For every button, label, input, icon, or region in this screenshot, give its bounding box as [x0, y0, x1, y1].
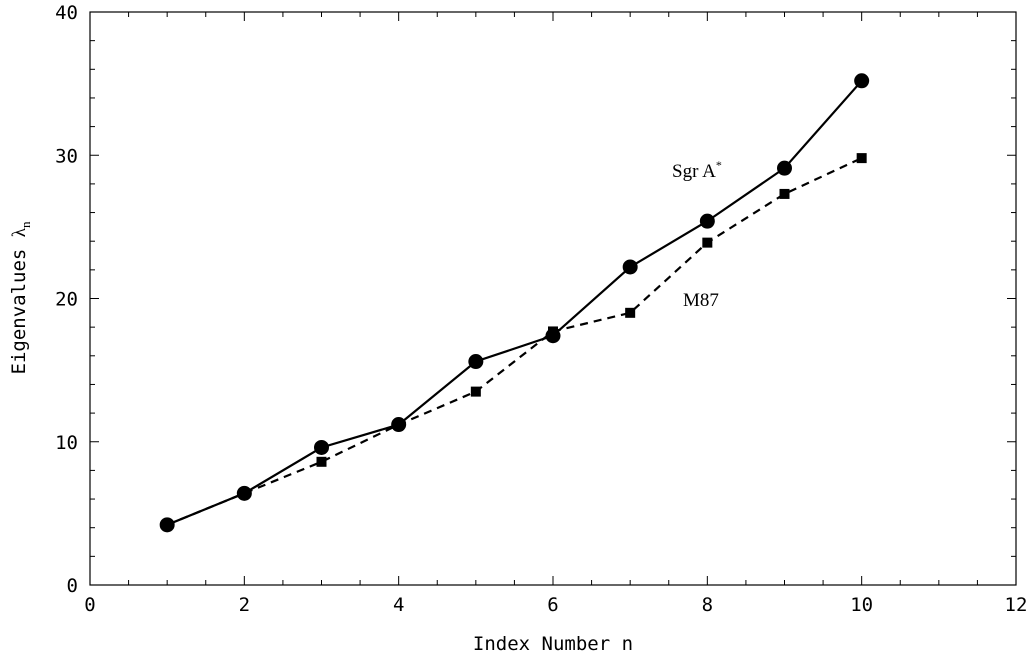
x-tick-label: 10 [850, 594, 873, 616]
x-axis-title: Index Number n [473, 633, 633, 655]
series-layer [159, 73, 870, 533]
x-tick-label: 2 [239, 594, 250, 616]
data-point-square [625, 307, 636, 318]
series-label-m87: M87 [683, 290, 719, 311]
data-point-circle [545, 328, 561, 344]
data-point-circle [391, 417, 407, 433]
y-axis-title-subscript: n [18, 221, 33, 228]
x-tick-label: 4 [393, 594, 404, 616]
data-point-square [856, 153, 867, 164]
data-point-square [470, 386, 481, 397]
x-tick-label: 0 [84, 594, 95, 616]
data-point-square [702, 237, 713, 248]
y-tick-label: 30 [55, 145, 78, 167]
data-point-circle [314, 439, 329, 455]
axis-tick-labels: 0 2 4 6 8 10 12 0 10 20 30 40 [55, 2, 1027, 616]
data-point-circle [699, 213, 715, 229]
series-label-sgr-name: Sgr A [672, 161, 716, 182]
axis-ticks [89, 11, 1017, 586]
data-point-circle [622, 259, 638, 275]
y-tick-label: 10 [55, 432, 78, 454]
data-point-circle [468, 354, 484, 370]
data-point-circle [236, 485, 252, 501]
series-line [166, 157, 863, 526]
y-axis-title: Eigenvalues λn [8, 221, 33, 375]
y-tick-label: 20 [55, 289, 78, 311]
x-tick-label: 6 [547, 594, 558, 616]
series-label-sgr-superscript: * [716, 158, 722, 172]
data-point-circle [854, 73, 870, 89]
y-axis-title-symbol: λ [9, 227, 30, 237]
x-tick-label: 12 [1005, 594, 1028, 616]
data-point-circle [777, 160, 792, 176]
y-axis-title-text: Eigenvalues [8, 237, 30, 374]
y-tick-label: 0 [67, 575, 78, 597]
data-point-square [779, 188, 790, 199]
series-sgr-a [159, 73, 870, 533]
series-m87 [162, 153, 867, 530]
data-point-square [316, 456, 327, 467]
series-label-sgr: Sgr A* [672, 158, 722, 182]
data-point-circle [159, 517, 175, 533]
series-line [166, 80, 863, 526]
x-tick-label: 8 [702, 594, 713, 616]
y-tick-label: 40 [55, 2, 78, 24]
